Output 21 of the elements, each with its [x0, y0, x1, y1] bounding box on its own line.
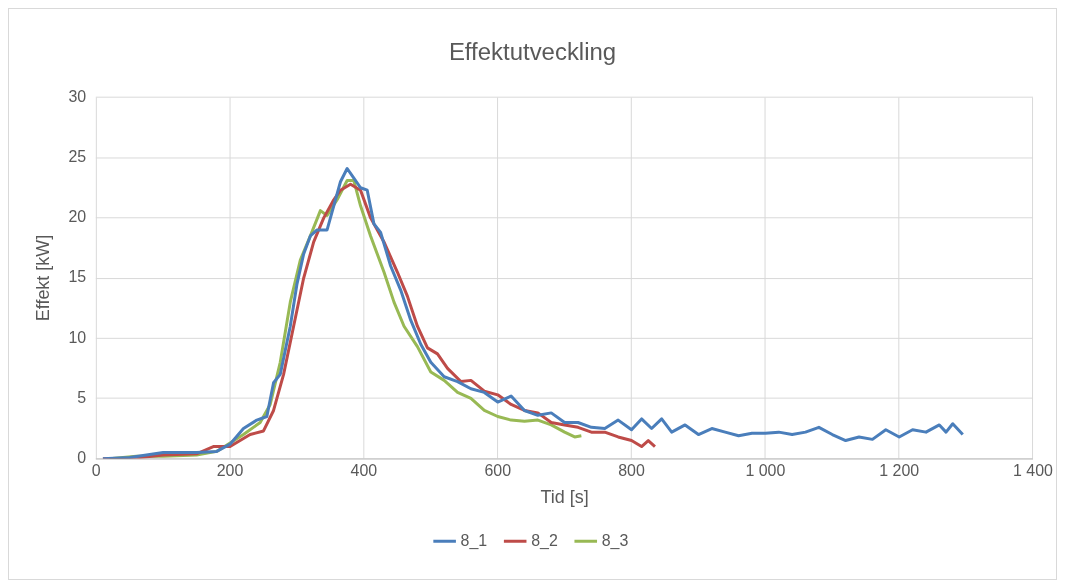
- y-tick-label: 10: [68, 328, 87, 346]
- x-tick-label: 400: [350, 461, 378, 479]
- y-tick-label: 20: [68, 208, 87, 226]
- legend-label: 8_1: [460, 531, 488, 550]
- y-tick-label: 15: [68, 268, 87, 286]
- x-axis-title: Tid [s]: [540, 487, 589, 508]
- x-tick-label: 1 000: [745, 461, 786, 479]
- y-tick-label: 30: [68, 87, 87, 105]
- y-tick-label: 5: [77, 388, 87, 406]
- x-tick-label: 0: [91, 461, 101, 479]
- x-tick-label: 1 200: [879, 461, 920, 479]
- x-tick-label: 600: [484, 461, 512, 479]
- y-axis-title: Effekt [kW]: [32, 234, 53, 322]
- y-tick-label: 0: [77, 449, 87, 467]
- legend-label: 8_3: [601, 531, 629, 550]
- x-tick-label: 200: [216, 461, 244, 479]
- y-tick-label: 25: [68, 148, 87, 166]
- chart-title: Effektutveckling: [448, 37, 617, 65]
- x-tick-label: 1 400: [1013, 461, 1054, 479]
- x-tick-label: 800: [618, 461, 645, 479]
- legend-label: 8_2: [531, 531, 558, 550]
